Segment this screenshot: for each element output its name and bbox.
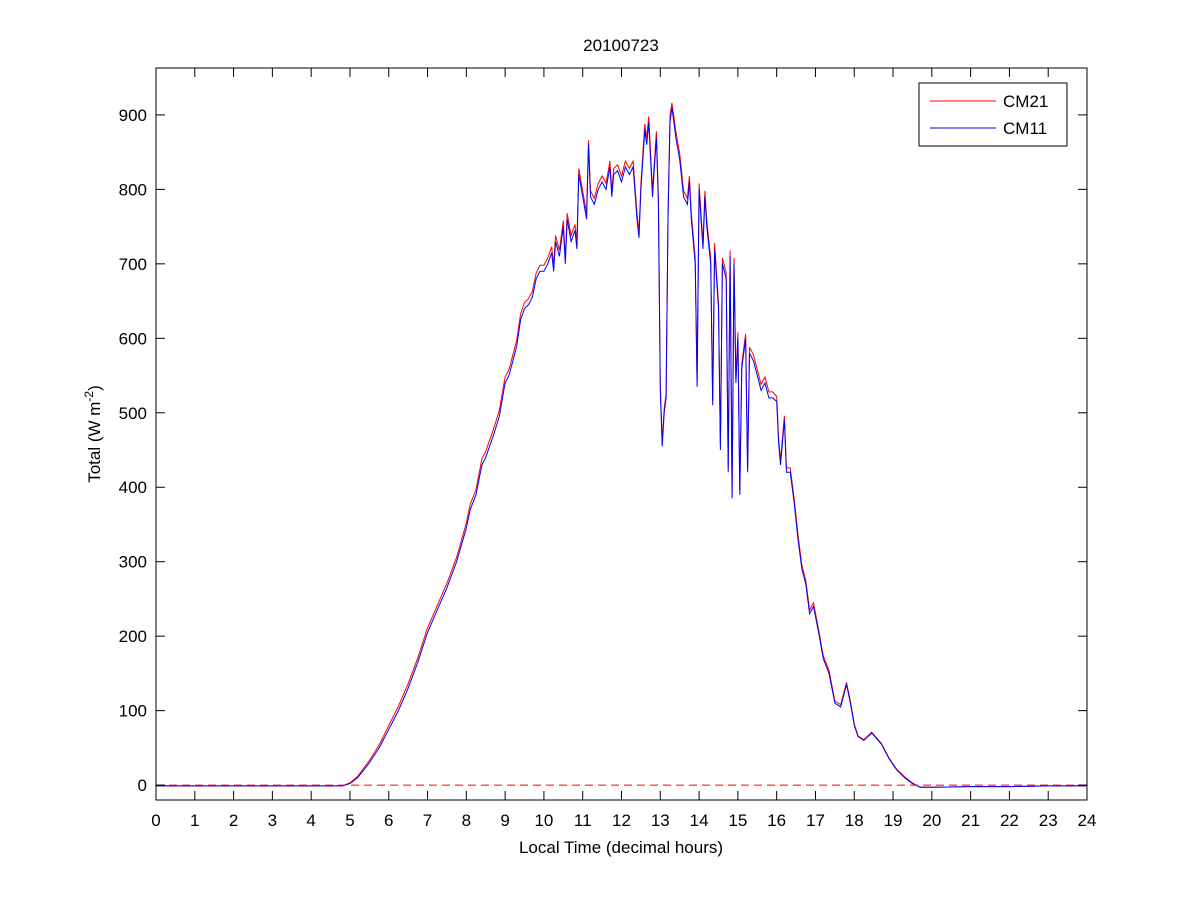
x-axis-label: Local Time (decimal hours) (519, 838, 723, 857)
x-tick-label: 17 (806, 811, 825, 830)
x-tick-label: 21 (961, 811, 980, 830)
x-tick-label: 6 (384, 811, 393, 830)
x-tick-label: 24 (1078, 811, 1097, 830)
x-tick-label: 14 (690, 811, 709, 830)
y-tick-label: 600 (119, 329, 147, 348)
y-tick-label: 300 (119, 553, 147, 572)
y-tick-label: 100 (119, 702, 147, 721)
x-tick-label: 4 (306, 811, 315, 830)
x-tick-label: 7 (423, 811, 432, 830)
x-tick-label: 0 (151, 811, 160, 830)
series-layer (156, 102, 1087, 788)
x-tick-label: 8 (462, 811, 471, 830)
y-axis-label-sup: -2 (82, 391, 96, 402)
x-tick-label: 23 (1039, 811, 1058, 830)
legend-label-cm21: CM21 (1003, 92, 1048, 111)
x-tick-label: 12 (612, 811, 631, 830)
x-tick-label: 5 (345, 811, 354, 830)
x-tick-label: 20 (922, 811, 941, 830)
x-tick-label: 19 (884, 811, 903, 830)
x-tick-label: 2 (229, 811, 238, 830)
y-axis-label: Total (W m-2) (82, 385, 104, 483)
x-tick-label: 11 (574, 811, 592, 830)
x-tick-label: 10 (534, 811, 553, 830)
x-tick-label: 1 (190, 811, 199, 830)
x-tick-label: 15 (728, 811, 747, 830)
legend-label-cm11: CM11 (1003, 119, 1047, 138)
y-tick-label: 400 (119, 478, 147, 497)
y-tick-label: 900 (119, 106, 147, 125)
x-tick-label: 3 (268, 811, 277, 830)
x-tick-label: 9 (500, 811, 509, 830)
x-tick-label: 22 (1000, 811, 1019, 830)
legend-box (918, 82, 1068, 147)
y-axis-label-close: ) (85, 385, 104, 391)
legend: CM21 CM11 (918, 82, 1068, 147)
y-axis-label-main: Total (W m (85, 402, 104, 483)
chart-title: 20100723 (583, 36, 659, 55)
series-line-cm11 (156, 107, 1087, 788)
y-tick-label: 500 (119, 404, 147, 423)
x-tick-label: 16 (767, 811, 786, 830)
ticks-layer: 0 1 2 3 4 5 6 7 8 9 10 11 12 13 14 15 16 17 18 19 20 21 22 23 24… (119, 68, 1097, 830)
plot-area (156, 68, 1087, 800)
y-tick-label: 700 (119, 255, 147, 274)
y-tick-label: 800 (119, 180, 147, 199)
x-tick-label: 18 (845, 811, 864, 830)
y-tick-label: 200 (119, 627, 147, 646)
x-tick-label: 13 (651, 811, 670, 830)
y-tick-label: 0 (138, 776, 147, 795)
